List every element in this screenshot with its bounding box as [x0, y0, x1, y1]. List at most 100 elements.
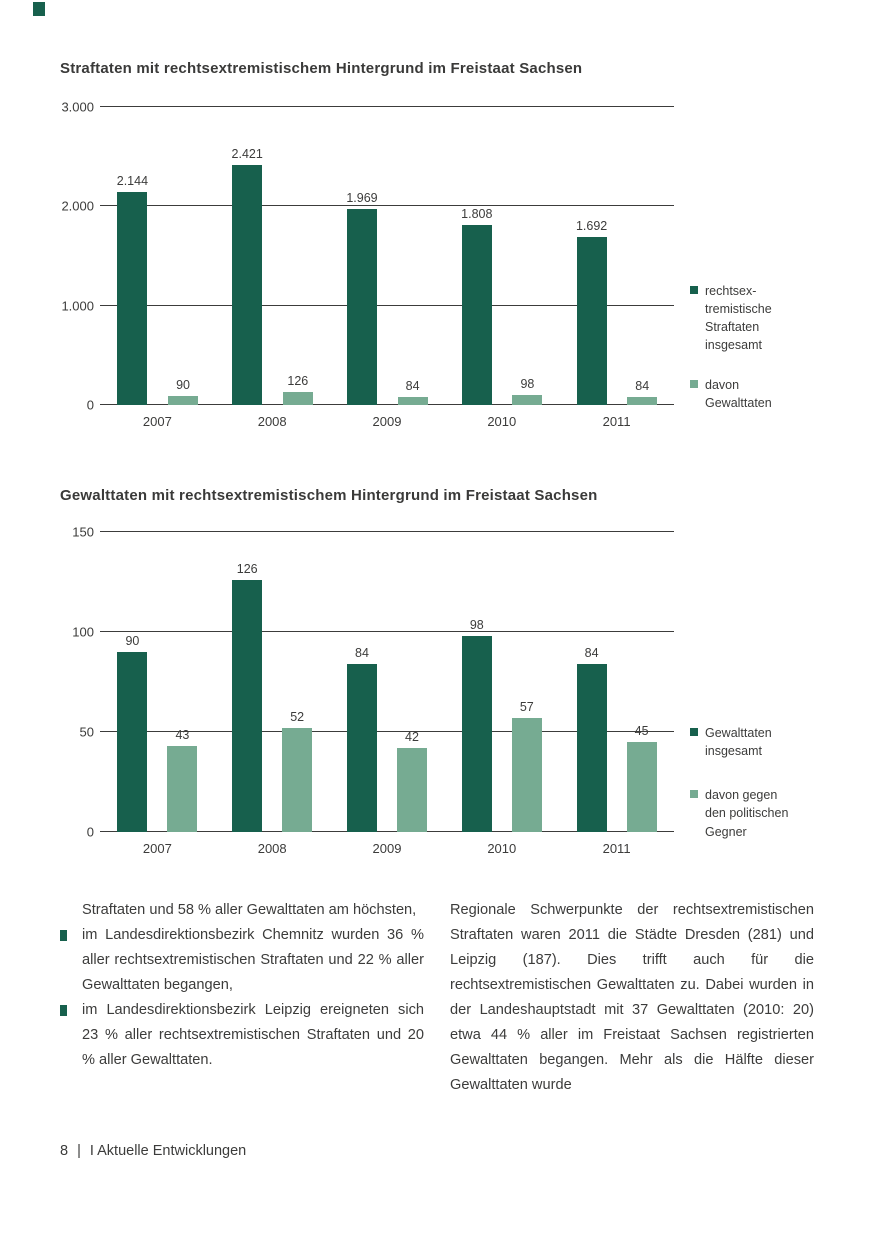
chart-title-straftaten: Straftaten mit rechtsextremistischem Hin…	[60, 60, 583, 77]
bullet-item: im Landesdirektionsbezirk Chemnitz wurde…	[60, 923, 424, 998]
x-tick-label: 2010	[487, 414, 517, 429]
y-tick-label: 50	[79, 724, 94, 740]
footer-section-title: I Aktuelle Entwicklungen	[89, 1143, 247, 1159]
legend-label: Gewalttaten insgesamt	[705, 726, 772, 759]
bar-value-label: 126	[287, 374, 309, 389]
legend-item: Gewalttaten insgesamt	[690, 724, 815, 760]
bar	[232, 164, 263, 405]
bar	[576, 664, 607, 832]
right-column-paragraph: Regionale Schwerpunkte der rechtsextremi…	[450, 902, 814, 1093]
bar	[461, 636, 492, 832]
bar-value-label: 1.692	[575, 218, 608, 233]
gridline	[100, 631, 674, 632]
bar-value-label: 43	[175, 728, 190, 742]
bar	[346, 209, 377, 405]
bar	[396, 748, 427, 832]
bar	[511, 718, 542, 832]
x-tick-label: 2008	[257, 414, 287, 429]
bar	[117, 192, 148, 405]
body-text-section: Straftaten und 58 % aller Gewalttaten am…	[60, 898, 815, 1098]
bar-value-label: 52	[290, 710, 305, 724]
x-tick-label: 2010	[487, 841, 517, 856]
gridline	[100, 831, 674, 832]
bar-with-label: 1.969	[346, 107, 378, 405]
bar	[282, 392, 313, 405]
legend-item: rechtsex- tremistische Straftaten insges…	[690, 282, 815, 355]
bullet-square-icon	[60, 1005, 67, 1016]
bar-value-label: 90	[125, 634, 140, 648]
bullet-list: im Landesdirektionsbezirk Chemnitz wurde…	[60, 923, 424, 1073]
bar	[346, 664, 377, 832]
bullet-text: im Landesdirektionsbezirk Chemnitz wurde…	[82, 927, 424, 993]
gridline	[100, 304, 674, 306]
footer-separator: |	[77, 1143, 81, 1159]
bar-value-label: 84	[635, 378, 650, 393]
bar	[512, 395, 543, 405]
bar-chart-gewalttaten: 0 50 100 150 90 43 126 52 84 42 98 57 84 45 2007 2008…	[60, 525, 815, 857]
left-text-column: Straftaten und 58 % aller Gewalttaten am…	[60, 898, 424, 1098]
bar	[282, 728, 313, 832]
right-text-column: Regionale Schwerpunkte der rechtsextremi…	[450, 898, 814, 1098]
bar-with-label: 52	[282, 532, 313, 832]
bar-group: 1.808 98	[461, 107, 543, 405]
bar-group: 2.144 90	[117, 107, 199, 405]
bar	[626, 742, 657, 832]
bar-value-label: 2.421	[231, 146, 263, 161]
bar-chart-straftaten: 0 1.000 2.000 3.000 2.144 90 2.421 126 1.969 84 1…	[60, 100, 815, 430]
bar-group: 84 45	[576, 532, 657, 832]
bar-with-label: 43	[167, 532, 198, 832]
bar-with-label: 84	[346, 532, 377, 832]
plot-column: 2.144 90 2.421 126 1.969 84 1.808 98 1.692 84 200…	[100, 106, 674, 429]
x-axis: 2007 2008 2009 2010 2011	[100, 405, 674, 429]
x-axis: 2007 2008 2009 2010 2011	[100, 832, 674, 856]
bar-value-label: 84	[405, 378, 420, 393]
y-tick-label: 150	[72, 524, 94, 540]
bar	[168, 396, 199, 405]
bar-group: 84 42	[346, 532, 427, 832]
bar	[167, 746, 198, 832]
bar-with-label: 84	[627, 107, 658, 405]
page-footer: 8 | I Aktuelle Entwicklungen	[60, 1143, 815, 1159]
bar-value-label: 90	[176, 378, 190, 393]
bar-value-label: 98	[520, 377, 535, 392]
gridline	[100, 106, 674, 107]
bar-value-label: 42	[405, 730, 419, 744]
left-column-intro: Straftaten und 58 % aller Gewalttaten am…	[82, 902, 417, 918]
bar-value-label: 84	[584, 646, 599, 660]
x-tick-label: 2011	[602, 841, 631, 856]
page-number: 8	[60, 1143, 69, 1159]
gridline	[100, 731, 674, 732]
bar-value-label: 2.144	[116, 174, 149, 189]
legend-swatch-icon	[690, 286, 698, 294]
bars-layer: 90 43 126 52 84 42 98 57 84 45	[100, 532, 674, 832]
bar-group: 2.421 126	[232, 107, 313, 405]
gridline	[100, 205, 674, 207]
chart-plot-wrapper: 0 1.000 2.000 3.000 2.144 90 2.421 126 1.969 84 1…	[60, 100, 674, 429]
bar-with-label: 98	[461, 532, 492, 832]
bar-value-label: 98	[469, 618, 484, 632]
plot-column: 90 43 126 52 84 42 98 57 84 45 2007 2008 2009 2010 20…	[100, 531, 674, 856]
chart-legend: rechtsex- tremistische Straftaten insges…	[690, 107, 815, 412]
bullet-text: im Landesdirektionsbezirk Leipzig ereign…	[82, 1002, 424, 1068]
bar-with-label: 1.808	[461, 107, 492, 405]
bar-with-label: 98	[512, 107, 543, 405]
legend-swatch-icon	[690, 728, 698, 736]
bar	[627, 396, 658, 405]
bar-with-label: 90	[168, 107, 199, 405]
bar-value-label: 45	[634, 724, 649, 738]
bar-value-label: 57	[519, 700, 534, 714]
bar-with-label: 126	[282, 107, 313, 405]
bar-group: 98 57	[461, 532, 542, 832]
gridline	[100, 531, 674, 532]
bar-with-label: 84	[397, 107, 428, 405]
bar-value-label: 1.969	[346, 191, 378, 206]
y-tick-label: 2.000	[61, 198, 94, 214]
y-tick-label: 1.000	[61, 298, 94, 314]
bar-with-label: 90	[117, 532, 148, 832]
bar-with-label: 2.144	[117, 107, 148, 405]
chart-legend: Gewalttaten insgesamt davon gegen den pol…	[690, 532, 815, 841]
y-axis: 0 1.000 2.000 3.000	[60, 100, 100, 413]
legend-item: davon gegen den politischen Gegner	[690, 786, 815, 840]
legend-label: davon Gewalttaten	[705, 377, 772, 410]
bar-with-label: 57	[511, 532, 542, 832]
